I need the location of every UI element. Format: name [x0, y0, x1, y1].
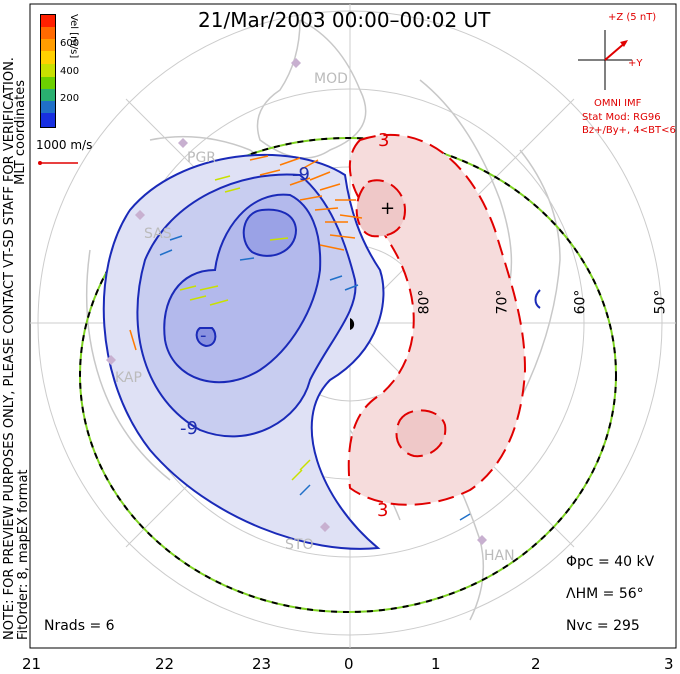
station-kap: KAP [115, 370, 142, 386]
lat-60: 60° [572, 289, 589, 315]
hm-boundary-dash [79, 137, 617, 613]
preview-note: NOTE: FOR PREVIEW PURPOSES ONLY, PLEASE … [2, 57, 17, 640]
n-rads: Nrads = 6 [44, 618, 115, 634]
station-han: HAN [484, 548, 515, 564]
contour-label-pos-bottom: 3 [377, 500, 389, 521]
colorbar-tick-400: 400 [60, 66, 80, 77]
mlt-3: 3 [664, 655, 674, 673]
colorbar-tick-200: 200 [60, 93, 80, 104]
vector-scale-label: 1000 m/s [36, 138, 93, 152]
station-pgr: PGR [187, 150, 217, 166]
positive-cell-mid2 [395, 409, 447, 458]
mlt-0: 0 [344, 655, 354, 673]
negative-cell-21 [242, 208, 298, 257]
lat-70: 70° [494, 289, 511, 315]
colorbar-tick-600: 600 [60, 38, 80, 49]
mlt-22: 22 [155, 655, 175, 673]
station-markers [106, 58, 487, 545]
negative-cell-min [195, 327, 217, 348]
imf-condition: Bz+/By+, 4<BT<6 [582, 125, 676, 136]
velocity-vectors [129, 155, 471, 521]
mlt-23: 23 [252, 655, 272, 673]
velocity-colorbar [40, 14, 56, 128]
mlt-2: 2 [531, 655, 541, 673]
imf-source: OMNI IMF [594, 98, 642, 109]
positive-max-marker: + [380, 198, 395, 219]
station-sas: SAS [144, 226, 172, 242]
imf-z-label: +Z (5 nT) [608, 12, 657, 23]
colorbar-label: Vel [m/s] [68, 14, 79, 59]
lat-50: 50° [652, 289, 669, 315]
fit-info: FitOrder: 8, mapEX format [16, 469, 31, 640]
map-title: 21/Mar/2003 00:00–00:02 UT [198, 8, 491, 32]
imf-dial [578, 30, 632, 90]
contour-label-neg-9b: -9 [292, 164, 310, 185]
mlt-1: 1 [431, 655, 441, 673]
imf-y-label: +Y [628, 58, 643, 69]
positive-cell-mid [355, 179, 407, 238]
station-sto: STO [285, 537, 314, 553]
contour-label-neg-min: - [200, 325, 207, 346]
contour-label-neg-9a: -9 [180, 418, 198, 439]
imf-model: Stat Mod: RG96 [582, 112, 661, 123]
station-mod: MOD [314, 71, 348, 87]
phi-pc: Φpc = 40 kV [566, 554, 655, 570]
contour-label-pos-top: 3 [378, 130, 390, 151]
n-vc: Nvc = 295 [566, 618, 640, 634]
negative-small [534, 289, 541, 309]
lat-80: 80° [416, 289, 433, 315]
lambda-hm: ΛHM = 56° [566, 586, 644, 602]
pole-marker [350, 318, 355, 330]
mlt-21: 21 [22, 655, 42, 673]
vector-scale-dot [38, 161, 42, 165]
